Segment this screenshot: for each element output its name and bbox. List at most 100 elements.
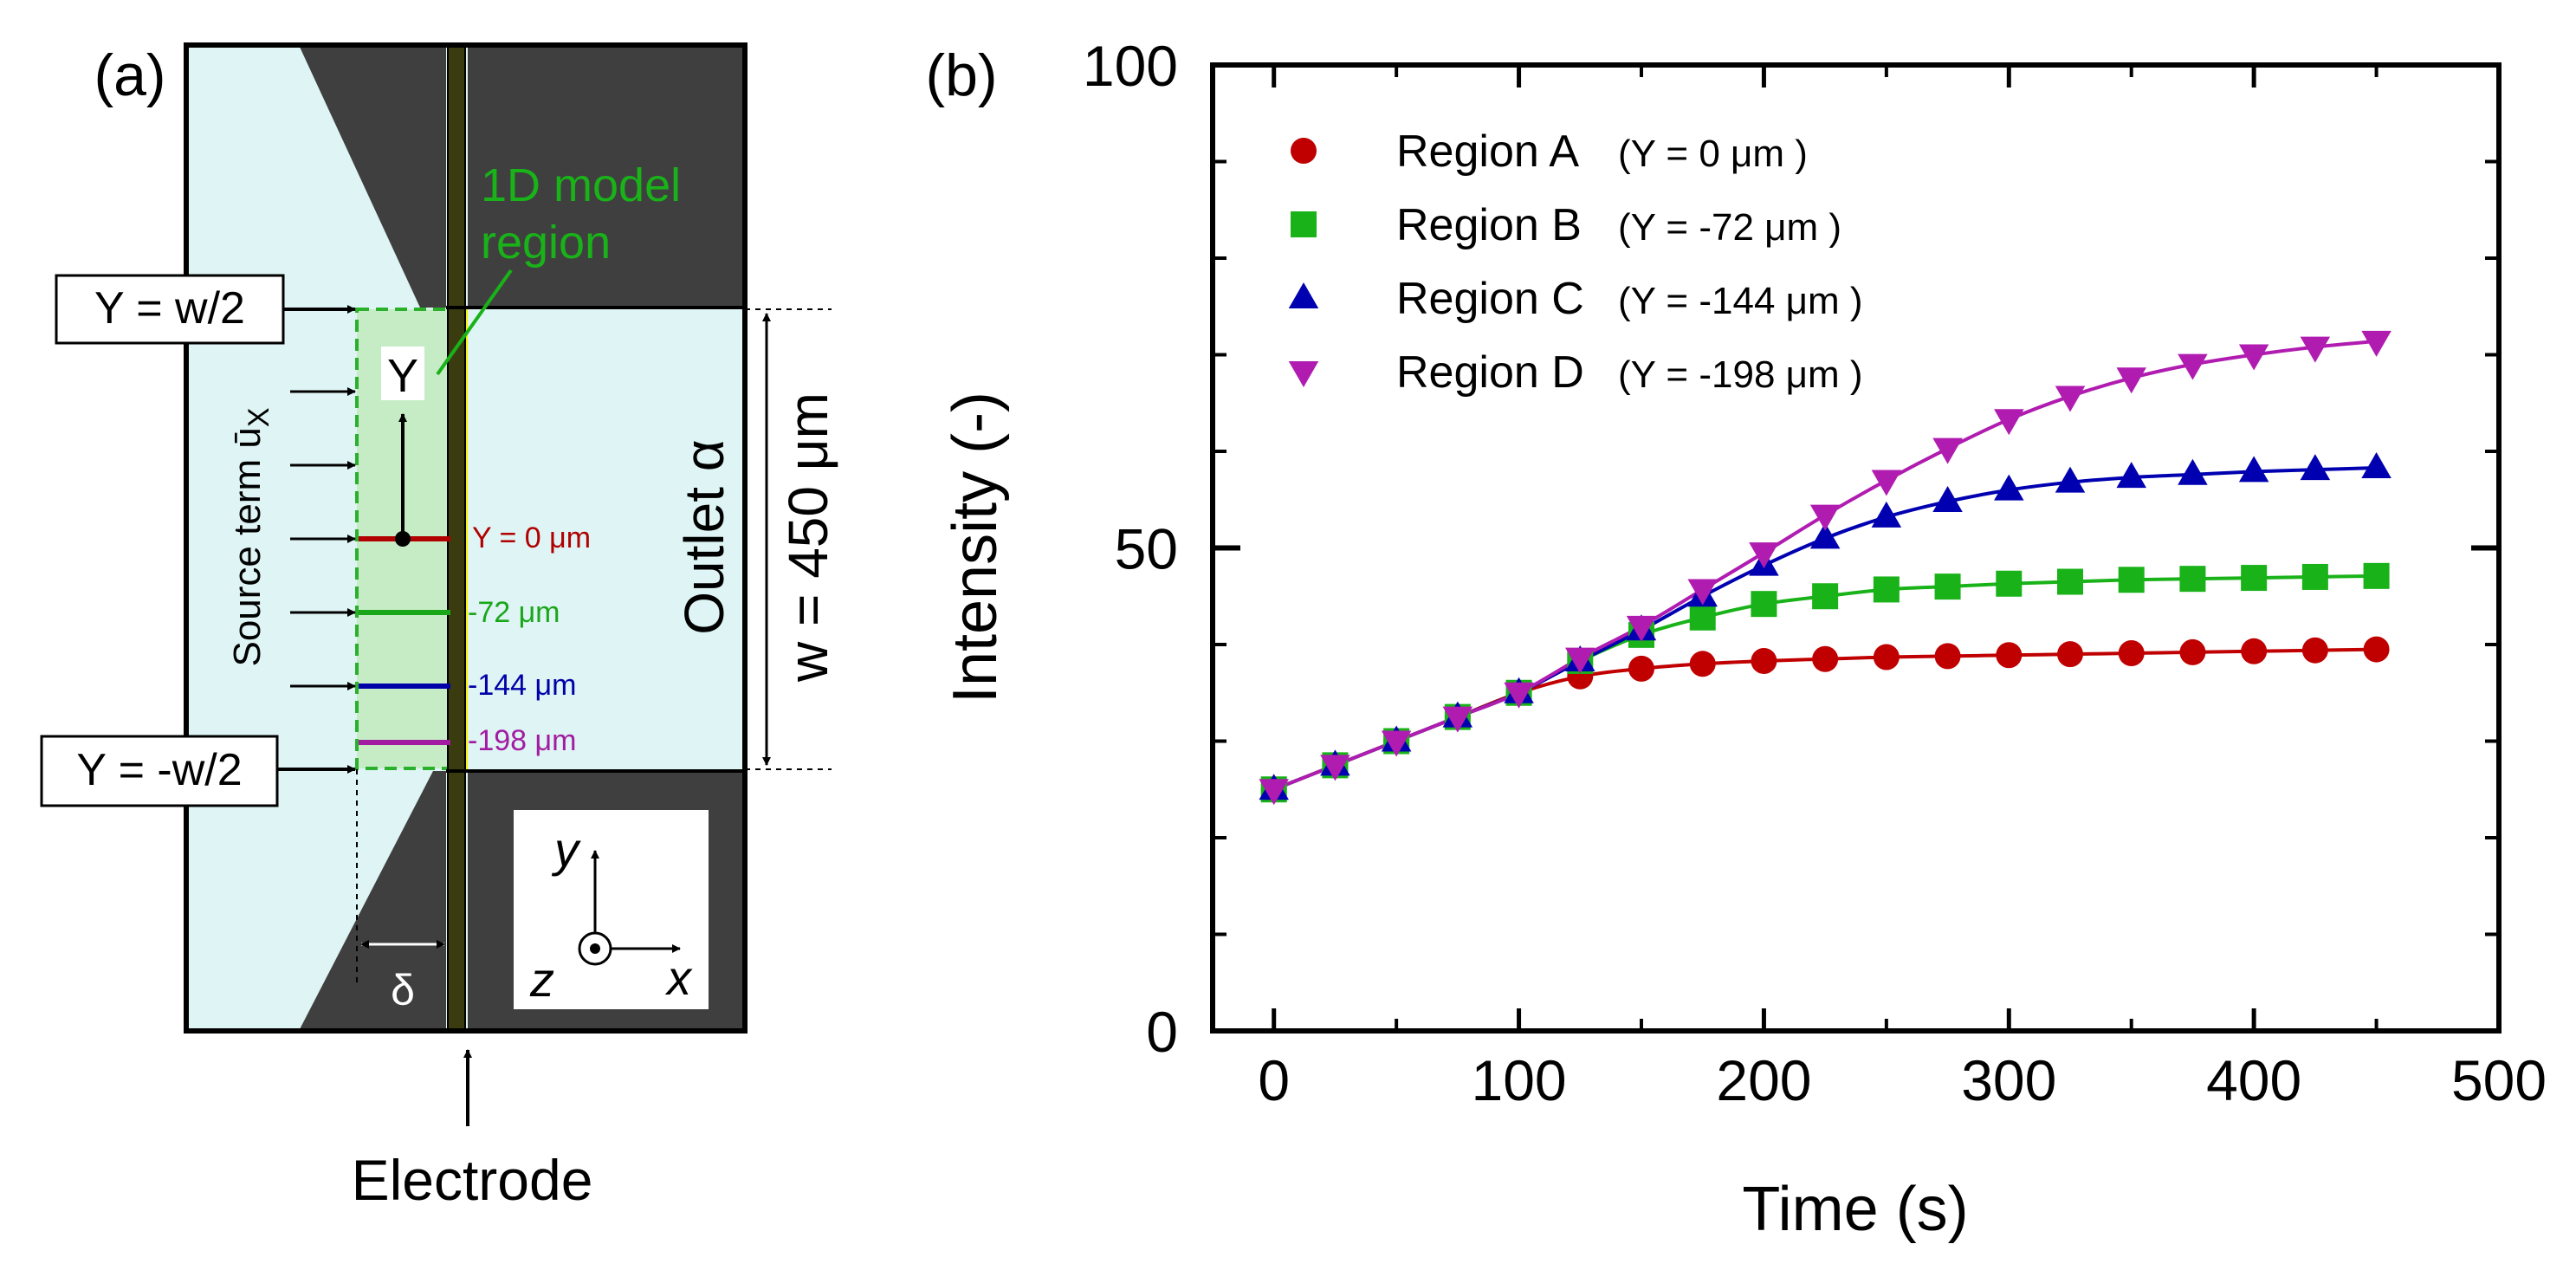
series-3-point-0 xyxy=(1259,779,1289,806)
panel-a-label: (a) xyxy=(94,42,165,108)
legend-label-3: Region D xyxy=(1396,347,1584,398)
legend: Region A (Y = 0 μm ) Region B (Y = -72 μm )… xyxy=(1288,126,1863,398)
series-3-point-12 xyxy=(1994,409,2024,436)
series-0-point-17 xyxy=(2301,637,2328,664)
panel-a-schematic: (a) Y = 0 μm -72 μm -144 μm -198 μm xyxy=(40,42,839,1212)
y-bottom-box xyxy=(40,735,279,807)
x-axis-label: Time (s) xyxy=(1742,1175,1968,1244)
series-1-point-15 xyxy=(2179,566,2206,593)
series-0-point-9 xyxy=(1812,645,1839,672)
y-tick-label: 50 xyxy=(1115,517,1178,581)
x-tick-label: 300 xyxy=(1961,1048,2056,1112)
series-3-point-17 xyxy=(2300,336,2331,363)
wall-bottom-left xyxy=(299,771,446,1031)
model-label-line2: region xyxy=(481,217,611,269)
series-0-point-7 xyxy=(1689,651,1716,677)
series-3-point-4 xyxy=(1504,682,1534,709)
series-0-point-18 xyxy=(2363,636,2390,663)
tick-group: 0 100 200 300 400 500 0 50 100 xyxy=(1083,34,2547,1112)
series-2-point-12 xyxy=(1994,474,2024,501)
legend-suffix-1: (Y = -72 μm ) xyxy=(1618,206,1841,249)
coord-y-label: y xyxy=(551,822,581,877)
legend-suffix-2: (Y = -144 μm ) xyxy=(1618,280,1863,322)
series-0-point-12 xyxy=(1996,642,2023,669)
series-3-point-11 xyxy=(1932,437,1963,464)
y-tick-label: 0 xyxy=(1146,1000,1178,1064)
series-1-point-12 xyxy=(1996,570,2023,597)
outlet-label: Outlet α xyxy=(673,439,735,635)
delta-label: δ xyxy=(391,966,415,1014)
series-0-point-14 xyxy=(2118,640,2145,667)
local-y-label-bg xyxy=(381,347,424,400)
series-1-point-10 xyxy=(1873,576,1900,603)
legend-label-0: Region A xyxy=(1396,126,1579,177)
legend-marker-0 xyxy=(1291,138,1317,164)
series-3-point-13 xyxy=(2055,386,2086,412)
series-2-point-14 xyxy=(2116,462,2146,489)
series-3-point-10 xyxy=(1871,470,1902,496)
x-tick-label: 100 xyxy=(1472,1048,1567,1112)
series-1-point-13 xyxy=(2057,568,2083,595)
series-1-point-18 xyxy=(2363,562,2390,589)
series-line-3 xyxy=(1272,339,2377,792)
x-tick-label: 500 xyxy=(2451,1048,2547,1112)
series-3-point-1 xyxy=(1320,755,1350,781)
series-3-point-16 xyxy=(2238,344,2269,371)
line-label-y198: -198 μm xyxy=(468,724,576,757)
series-3-point-15 xyxy=(2178,353,2208,380)
legend-marker-1 xyxy=(1291,211,1317,237)
model-label-leader xyxy=(436,269,513,376)
width-label: w = 450 μm xyxy=(777,392,839,683)
coord-inset xyxy=(514,810,709,1009)
series-1-point-11 xyxy=(1934,573,1961,600)
y-top-label: Y = w/2 xyxy=(94,283,245,334)
electrode-label: Electrode xyxy=(352,1148,593,1212)
series-0-point-8 xyxy=(1751,647,1777,674)
series-2-point-10 xyxy=(1871,501,1902,528)
series-3-point-3 xyxy=(1442,706,1473,733)
panel-b-chart: (b) 0 100 200 300 400 500 0 50 100 Region A (Y = … xyxy=(925,34,2547,1244)
series-2-point-11 xyxy=(1932,485,1963,512)
series-0-point-15 xyxy=(2179,638,2206,665)
coord-z-label: z xyxy=(529,952,554,1007)
series-1-point-16 xyxy=(2241,565,2268,592)
y-bottom-label: Y = -w/2 xyxy=(76,745,242,795)
series-2-point-18 xyxy=(2361,451,2392,478)
marker-group xyxy=(1259,330,2392,806)
series-0-point-13 xyxy=(2057,641,2083,668)
panel-b-label: (b) xyxy=(925,42,997,108)
legend-suffix-0: (Y = 0 μm ) xyxy=(1618,133,1808,175)
series-1-point-8 xyxy=(1751,591,1777,618)
curve-group xyxy=(1272,339,2377,792)
line-label-y0: Y = 0 μm xyxy=(472,522,591,554)
y-axis-label: Intensity (-) xyxy=(941,392,1010,703)
series-0-point-11 xyxy=(1934,643,1961,670)
wall-top-right xyxy=(468,45,745,308)
series-3-point-5 xyxy=(1565,647,1595,674)
series-2-point-17 xyxy=(2300,454,2331,481)
series-2-point-16 xyxy=(2238,456,2269,483)
series-0-point-10 xyxy=(1873,644,1900,671)
local-origin xyxy=(395,531,411,547)
y-tick-label: 100 xyxy=(1083,34,1178,98)
series-2-point-9 xyxy=(1809,522,1841,549)
channel-border xyxy=(184,42,748,1034)
legend-marker-2 xyxy=(1288,282,1319,308)
series-3-point-2 xyxy=(1381,730,1412,757)
x-tick-label: 0 xyxy=(1258,1048,1290,1112)
series-3-point-8 xyxy=(1749,542,1779,569)
coord-x-label: x xyxy=(664,950,693,1005)
coord-z-dot xyxy=(590,943,600,954)
legend-suffix-3: (Y = -198 μm ) xyxy=(1618,353,1863,396)
series-3-point-14 xyxy=(2116,367,2146,394)
source-term-main: Source term ū xyxy=(226,427,269,666)
series-1-point-9 xyxy=(1812,583,1839,610)
series-2-point-15 xyxy=(2178,458,2208,485)
series-2-point-13 xyxy=(2055,466,2086,493)
series-3-point-6 xyxy=(1626,615,1657,642)
series-1-point-17 xyxy=(2301,563,2328,590)
legend-label-2: Region C xyxy=(1396,274,1584,324)
series-3-point-18 xyxy=(2361,330,2392,357)
series-3-point-9 xyxy=(1809,504,1841,531)
